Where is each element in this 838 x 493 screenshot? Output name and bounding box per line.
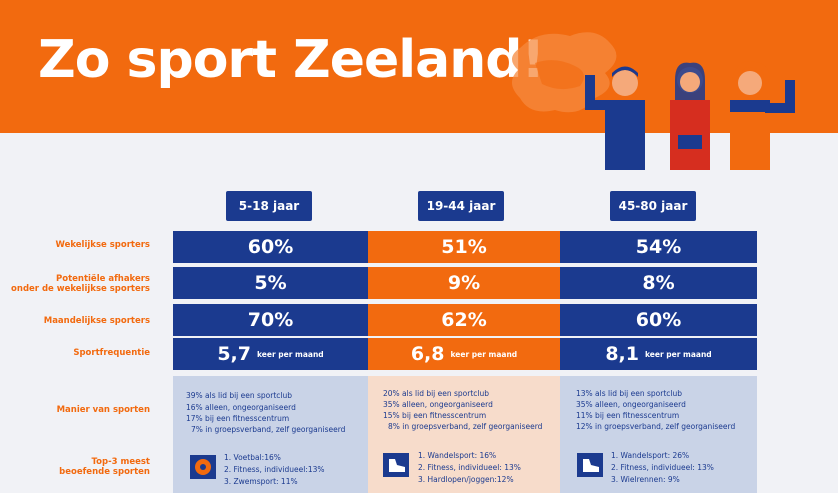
cell-maandelijkse-45-80: 60% [560,304,757,336]
cell-wekelijkse-5-18: 60% [173,231,368,263]
top3-line: 2. Fitness, individueel:13% [224,465,325,474]
cell-afhakers-5-18: 5% [173,267,368,299]
row-label-top3-1: Top-3 meest [91,457,150,467]
row-label-manier: Manier van sporten [56,405,150,415]
top3-line: 3. Hardlopen/joggen:12% [418,475,514,484]
unit-text: keer per maand [450,349,518,359]
cell-maandelijkse-5-18: 70% [173,304,368,336]
row-label-frequentie: Sportfrequentie [73,348,150,358]
value-text: 5,7 [217,343,251,365]
row-label-maandelijkse: Maandelijkse sporters [43,316,150,326]
cell-afhakers-45-80: 8% [560,267,757,299]
unit-text: keer per maand [644,349,712,359]
value-text: 54% [635,236,682,258]
walking-shoe-icon [383,453,409,477]
row-label-afhakers-1: Potentiële afhakers [56,274,150,284]
manier-line: 12% in groepsverband, zelf georganiseerd [576,422,736,431]
value-text: 6,8 [410,343,445,365]
top3-line: 1. Voetbal:16% [224,453,281,462]
value-text: 8,1 [605,343,639,365]
manier-line: 16% alleen, ongeorganiseerd [186,403,296,412]
manier-line: 35% alleen, ongeorganiseerd [383,400,493,409]
row-label-afhakers-2: onder de wekelijkse sporters [11,284,150,294]
top3-line: 2. Fitness, individueel: 13% [611,463,714,472]
value-text: 60% [247,236,294,258]
manier-line: 39% als lid bij een sportclub [186,391,293,400]
column-header-19-44: 19-44 jaar [418,191,504,221]
cell-wekelijkse-19-44: 51% [368,231,560,263]
value-text: 5% [254,272,287,294]
value-text: 8% [642,272,675,294]
top3-line: 2. Fitness, individueel: 13% [418,463,521,472]
top3-line: 3. Wielrennen: 9% [611,475,680,484]
top3-line: 3. Zwemsport: 11% [224,477,298,486]
manier-line: 13% als lid bij een sportclub [576,389,683,398]
value-text: 70% [247,309,294,331]
cell-frequentie-45-80: 8,1 keer per maand [560,338,757,370]
sporters-illustration-icon [585,61,795,170]
walking-shoe-icon [577,453,603,477]
manier-line: 17% bij een fitnesscentrum [186,414,290,423]
manier-line: 15% bij een fitnesscentrum [383,411,487,420]
manier-line: 35% alleen, ongeorganiseerd [576,400,686,409]
value-text: 60% [635,309,682,331]
manier-line: 11% bij een fitnesscentrum [576,411,680,420]
manier-line: 20% als lid bij een sportclub [383,389,490,398]
column-header-5-18: 5-18 jaar [226,191,312,221]
manier-line: 8% in groepsverband, zelf georganiseerd [388,422,543,431]
cell-frequentie-19-44: 6,8 keer per maand [368,338,560,370]
cell-frequentie-5-18: 5,7 keer per maand [173,338,368,370]
row-label-top3-2: beoefende sporten [59,467,150,477]
unit-text: keer per maand [256,349,324,359]
top3-line: 1. Wandelsport: 16% [418,451,497,460]
value-text: 51% [441,236,487,258]
cell-wekelijkse-45-80: 54% [560,231,757,263]
row-label-wekelijkse: Wekelijkse sporters [55,240,150,250]
page-title: Zo sport Zeeland! [38,30,545,90]
manier-line: 7% in groepsverband, zelf georganiseerd [191,425,346,434]
cell-afhakers-19-44: 9% [368,267,560,299]
football-icon [190,455,216,479]
value-text: 9% [447,272,481,294]
top3-line: 1. Wandelsport: 26% [611,451,690,460]
value-text: 62% [441,309,487,331]
column-header-45-80: 45-80 jaar [610,191,696,221]
cell-maandelijkse-19-44: 62% [368,304,560,336]
